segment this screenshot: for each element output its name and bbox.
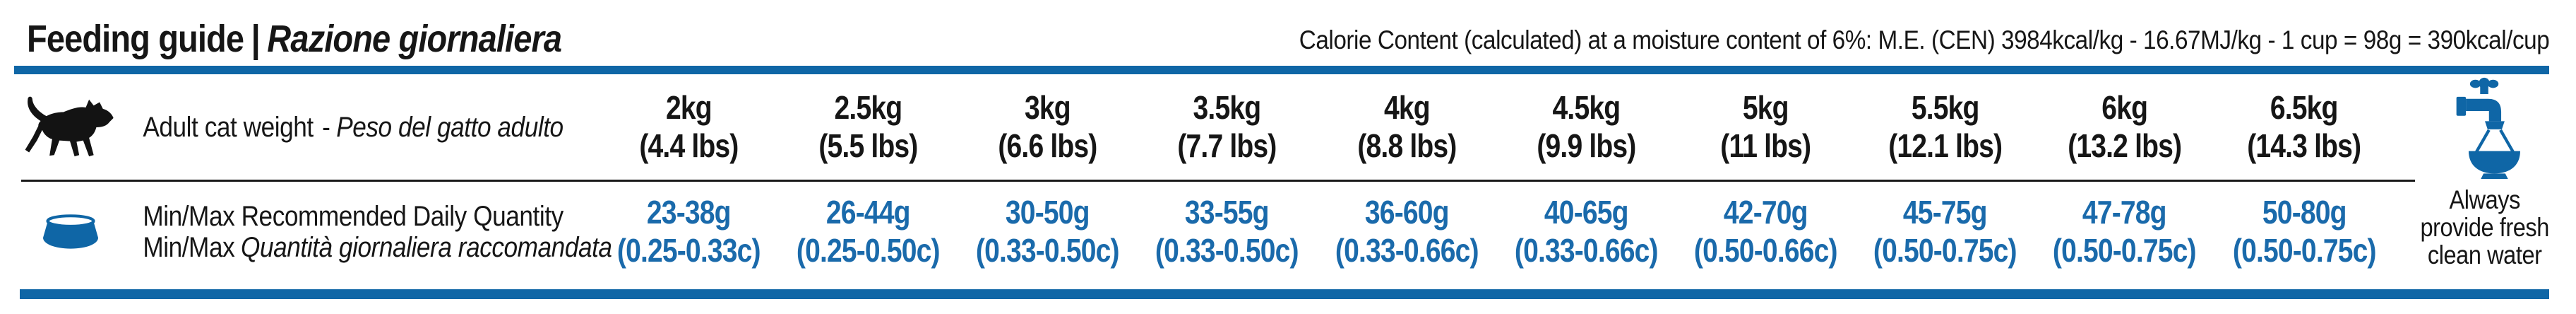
column-8: 5.5kg (12.1 lbs) 45-75g (0.50-0.75c) bbox=[1855, 74, 2034, 285]
column-4: 3.5kg (7.7 lbs) 33-55g (0.33-0.50c) bbox=[1138, 74, 1317, 285]
water-tap-icon bbox=[2442, 74, 2528, 182]
weight-cell: 6.5kg (14.3 lbs) bbox=[2247, 88, 2361, 164]
quantity-cell: 36-60g (0.33-0.66c) bbox=[1335, 194, 1479, 269]
weight-cell: 4.5kg (9.9 lbs) bbox=[1537, 88, 1636, 164]
row-divider-line bbox=[21, 180, 2415, 182]
feeding-table: Adult cat weight - Peso del gatto adulto M… bbox=[0, 74, 2576, 285]
weight-cell: 3kg (6.6 lbs) bbox=[998, 88, 1097, 164]
water-note-line3: clean water bbox=[2428, 240, 2542, 270]
top-divider-bar bbox=[14, 66, 2549, 74]
column-9: 6kg (13.2 lbs) 47-78g (0.50-0.75c) bbox=[2035, 74, 2214, 285]
weight-cell: 5.5kg (12.1 lbs) bbox=[1888, 88, 2003, 164]
quantity-cell: 30-50g (0.33-0.50c) bbox=[976, 194, 1120, 269]
title-it: Razione giornaliera bbox=[267, 18, 562, 60]
row-labels: Adult cat weight - Peso del gatto adulto M… bbox=[0, 74, 612, 285]
weight-cell: 4kg (8.8 lbs) bbox=[1356, 88, 1457, 164]
water-note-text: Always provide fresh clean water bbox=[2421, 186, 2550, 269]
column-3: 3kg (6.6 lbs) 30-50g (0.33-0.50c) bbox=[958, 74, 1137, 285]
weight-label-it: Peso del gatto adulto bbox=[336, 111, 564, 143]
weight-row-text: Adult cat weight - Peso del gatto adulto bbox=[134, 112, 564, 143]
calorie-content-note: Calorie Content (calculated) at a moistu… bbox=[1299, 25, 2549, 54]
weight-row-label: Adult cat weight - Peso del gatto adulto bbox=[0, 74, 599, 180]
food-bowl-icon bbox=[0, 214, 134, 250]
quantity-label-prefix: Min/Max bbox=[143, 232, 235, 263]
column-7: 5kg (11 lbs) 42-70g (0.50-0.66c) bbox=[1676, 74, 1855, 285]
cat-icon bbox=[0, 94, 134, 161]
column-10: 6.5kg (14.3 lbs) 50-80g (0.50-0.75c) bbox=[2214, 74, 2394, 285]
column-5: 4kg (8.8 lbs) 36-60g (0.33-0.66c) bbox=[1317, 74, 1496, 285]
quantity-label-it-line: Min/Max Quantità giornaliera raccomandata bbox=[143, 232, 612, 263]
water-note-line1: Always bbox=[2449, 185, 2521, 214]
column-2: 2.5kg (5.5 lbs) 26-44g (0.25-0.50c) bbox=[778, 74, 958, 285]
quantity-cell: 47-78g (0.50-0.75c) bbox=[2053, 194, 2197, 269]
quantity-cell: 42-70g (0.50-0.66c) bbox=[1693, 194, 1838, 269]
quantity-label-en: Min/Max Recommended Daily Quantity bbox=[143, 201, 564, 232]
quantity-cell: 23-38g (0.25-0.33c) bbox=[616, 194, 761, 269]
title-separator: | bbox=[251, 18, 261, 60]
quantity-cell: 45-75g (0.50-0.75c) bbox=[1873, 194, 2017, 269]
weight-cell: 2kg (4.4 lbs) bbox=[639, 88, 739, 164]
column-1: 2kg (4.4 lbs) 23-38g (0.25-0.33c) bbox=[599, 74, 778, 285]
title-en: Feeding guide bbox=[27, 18, 244, 60]
weight-cell: 3.5kg (7.7 lbs) bbox=[1177, 88, 1277, 164]
column-6: 4.5kg (9.9 lbs) 40-65g (0.33-0.66c) bbox=[1496, 74, 1676, 285]
quantity-row-label: Min/Max Recommended Daily Quantity Min/M… bbox=[0, 180, 612, 284]
header: Feeding guide | Razione giornaliera Calori… bbox=[27, 0, 2549, 65]
weight-label-dash: - bbox=[322, 111, 330, 143]
weight-cell: 5kg (11 lbs) bbox=[1720, 88, 1811, 164]
weight-label-en: Adult cat weight bbox=[143, 111, 314, 143]
page-title: Feeding guide | Razione giornaliera bbox=[27, 17, 562, 61]
quantity-cell: 26-44g (0.25-0.50c) bbox=[796, 194, 941, 269]
value-columns: 2kg (4.4 lbs) 23-38g (0.25-0.33c) 2.5kg (5.5 … bbox=[599, 74, 2394, 285]
weight-cell: 6kg (13.2 lbs) bbox=[2068, 88, 2182, 164]
quantity-cell: 33-55g (0.33-0.50c) bbox=[1155, 194, 1299, 269]
bottom-bar bbox=[20, 289, 2549, 299]
water-note-line2: provide fresh bbox=[2420, 213, 2550, 243]
weight-cell: 2.5kg (5.5 lbs) bbox=[818, 88, 918, 164]
quantity-cell: 50-80g (0.50-0.75c) bbox=[2232, 194, 2377, 269]
quantity-label-it: Quantità giornaliera raccomandata bbox=[241, 232, 612, 263]
quantity-row-text: Min/Max Recommended Daily Quantity Min/M… bbox=[134, 201, 612, 263]
water-reminder: Always provide fresh clean water bbox=[2394, 74, 2576, 285]
quantity-cell: 40-65g (0.33-0.66c) bbox=[1514, 194, 1659, 269]
